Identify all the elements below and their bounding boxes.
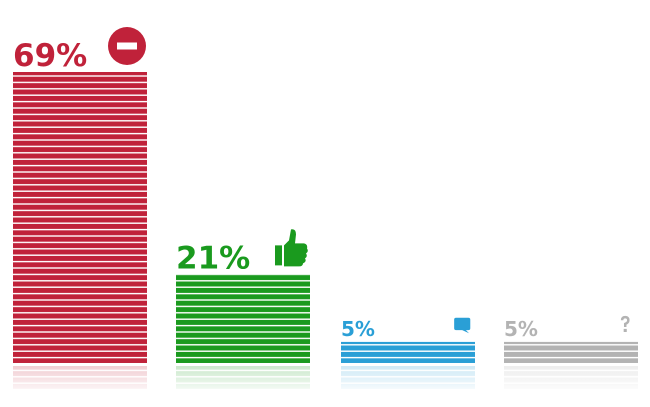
bar-stripes: [13, 72, 147, 363]
reflection-fade: [13, 366, 147, 390]
value-label: 69%: [13, 38, 87, 74]
bar-stripes: [504, 341, 638, 363]
icon-part: [117, 42, 137, 50]
value-label: 5%: [341, 317, 375, 341]
icon: [275, 229, 308, 267]
icon: [454, 317, 471, 334]
value-label: 21%: [176, 240, 250, 276]
icon-part: [623, 328, 627, 332]
icon: [620, 315, 630, 332]
icon-part: [620, 315, 630, 328]
reflection-fade: [341, 366, 475, 390]
icon-part: [454, 317, 471, 334]
bar-stripes: [176, 274, 310, 363]
icon-part: [275, 229, 308, 267]
value-label: 5%: [504, 317, 538, 341]
reflection-fade: [176, 366, 310, 390]
reflection-fade: [504, 366, 638, 390]
bar-stripes: [341, 341, 475, 363]
icon: [108, 27, 146, 65]
